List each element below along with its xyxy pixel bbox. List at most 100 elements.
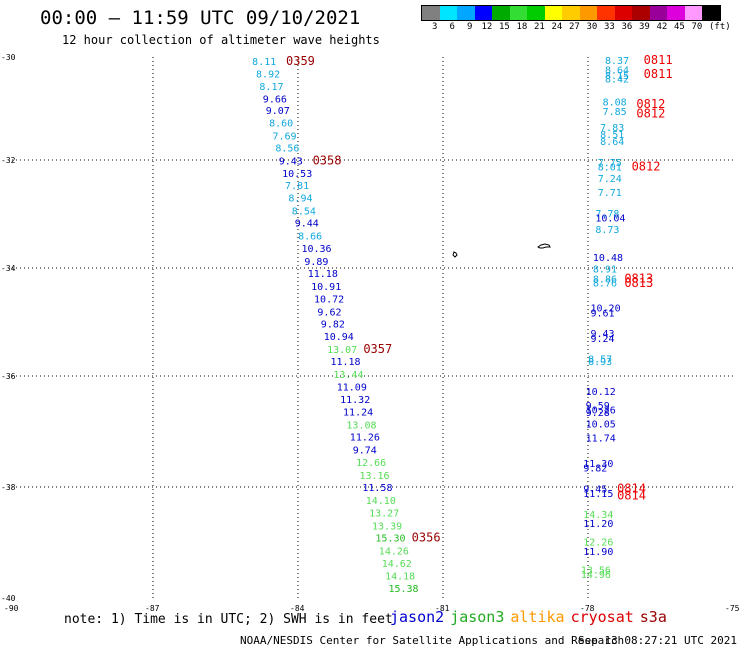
swh-value: 10.36 bbox=[301, 244, 331, 255]
swh-value: 9.66 bbox=[263, 95, 287, 106]
time-label: 0814 bbox=[617, 488, 646, 502]
coast-island-2 bbox=[537, 243, 551, 249]
swh-value: 13.39 bbox=[372, 521, 402, 532]
note-text: note: 1) Time is in UTC; 2) SWH is in fe… bbox=[64, 612, 393, 627]
legend-label: 15 bbox=[499, 22, 510, 32]
map-title: 00:00 – 11:59 UTC 09/10/2021 bbox=[40, 7, 361, 29]
swh-value: 9.82 bbox=[321, 320, 345, 331]
swh-value: 8.17 bbox=[259, 82, 283, 93]
map-grid bbox=[8, 57, 733, 598]
satellite-jason2: jason2 bbox=[390, 608, 445, 626]
swh-value: 13.08 bbox=[346, 420, 376, 431]
satellite-jason3: jason3 bbox=[450, 608, 505, 626]
legend-swatch bbox=[439, 6, 457, 20]
coastline bbox=[452, 243, 551, 258]
swh-value: 10.05 bbox=[586, 420, 616, 431]
swh-value: 9.44 bbox=[295, 219, 319, 230]
legend-label: 9 bbox=[467, 22, 473, 32]
swh-value: 13.56 bbox=[581, 565, 611, 576]
swh-value: 10.91 bbox=[311, 282, 341, 293]
swh-value: 10.53 bbox=[282, 169, 312, 180]
swh-value: 9.28 bbox=[586, 408, 610, 419]
time-label: 0359 bbox=[286, 54, 315, 68]
swh-value: 11.58 bbox=[362, 483, 392, 494]
legend-label: 6 bbox=[449, 22, 455, 32]
swh-value: 9.62 bbox=[317, 307, 341, 318]
lon-tick-label: -78 bbox=[580, 604, 595, 613]
swh-value: 10.26 bbox=[586, 406, 616, 417]
swh-value: 8.15 bbox=[605, 71, 629, 82]
swh-value: 14.26 bbox=[379, 546, 409, 557]
legend-swatch bbox=[649, 6, 667, 20]
swh-value: 10.04 bbox=[595, 213, 625, 224]
swh-value: 8.91 bbox=[593, 264, 617, 275]
swh-value: 12.66 bbox=[356, 458, 386, 469]
swh-value: 7.75 bbox=[598, 158, 622, 169]
swh-value: 13.16 bbox=[359, 471, 389, 482]
coast-island-1 bbox=[452, 251, 458, 258]
legend-swatch bbox=[667, 6, 685, 20]
legend-swatch bbox=[702, 6, 720, 20]
satellite-altika: altika bbox=[510, 608, 565, 626]
swh-value: 11.32 bbox=[340, 395, 370, 406]
time-label: 0812 bbox=[636, 106, 665, 120]
time-label: 0811 bbox=[644, 53, 673, 67]
legend-swatch bbox=[544, 6, 562, 20]
swh-value: 15.30 bbox=[375, 534, 405, 545]
west-track: 8.118.92 8.17 9.669.078.60 7.69 8.56 9.4310.5… bbox=[252, 54, 440, 595]
swh-value: 9.43 bbox=[591, 329, 615, 340]
swh-value: 9.43 bbox=[279, 157, 303, 168]
time-label: 0357 bbox=[363, 342, 392, 356]
swh-value: 14.34 bbox=[583, 510, 613, 521]
legend-label: 30 bbox=[586, 22, 598, 32]
swh-value: 8.66 bbox=[298, 232, 322, 243]
swh-value: 11.15 bbox=[583, 489, 613, 500]
swh-value: 10.12 bbox=[586, 387, 616, 398]
lat-tick-label: -38 bbox=[1, 483, 16, 492]
swh-value: 11.18 bbox=[330, 357, 360, 368]
swh-value: 11.20 bbox=[583, 519, 613, 530]
swh-value: 15.38 bbox=[388, 584, 418, 595]
legend-label: 27 bbox=[569, 22, 580, 32]
swh-value: 8.76 bbox=[593, 278, 617, 289]
swh-value: 7.83 bbox=[600, 123, 624, 134]
lat-tick-label: -32 bbox=[1, 156, 16, 165]
legend-label: 18 bbox=[516, 22, 528, 32]
legend-label: 45 bbox=[674, 22, 685, 32]
swh-value: 8.51 bbox=[600, 130, 624, 141]
legend-swatch bbox=[632, 6, 650, 20]
legend-label: 12 bbox=[481, 22, 493, 32]
swh-value: 8.54 bbox=[292, 206, 316, 217]
swh-value: 8.92 bbox=[256, 69, 280, 80]
legend-swatch bbox=[614, 6, 632, 20]
legend-label: 33 bbox=[604, 22, 615, 32]
legend-label: 3 bbox=[432, 22, 438, 32]
swh-value: 8.73 bbox=[595, 225, 619, 236]
swh-value: 11.18 bbox=[308, 269, 338, 280]
legend-swatch bbox=[422, 6, 440, 20]
swh-value: 10.94 bbox=[324, 332, 354, 343]
legend-swatch bbox=[597, 6, 615, 20]
swh-value: 8.01 bbox=[598, 163, 622, 174]
lon-tick-label: -81 bbox=[435, 604, 450, 613]
swh-value: 7.78 bbox=[595, 209, 619, 220]
axis-labels: -90 -87 -84 -81 -78 -75 -30 -32 -34 -36 -38 -40 bbox=[1, 53, 740, 613]
swh-value: 9.07 bbox=[266, 106, 290, 117]
swh-value: 8.60 bbox=[269, 118, 293, 129]
satellite-s3a: s3a bbox=[639, 608, 667, 626]
swh-value: 8.11 bbox=[252, 57, 276, 68]
lat-tick-label: -36 bbox=[1, 372, 16, 381]
legend-swatch bbox=[474, 6, 492, 20]
legend-label: 39 bbox=[639, 22, 650, 32]
swh-value: 9.24 bbox=[591, 334, 615, 345]
swh-value: 8.93 bbox=[588, 357, 612, 368]
swh-value: 14.10 bbox=[366, 496, 396, 507]
legend-swatch bbox=[562, 6, 580, 20]
satellite-cryosat: cryosat bbox=[570, 608, 634, 626]
swh-value: 9.59 bbox=[586, 401, 610, 412]
map-subtitle: 12 hour collection of altimeter wave hei… bbox=[62, 33, 380, 47]
swh-value: 13.07 bbox=[327, 345, 357, 356]
time-label: 0814 bbox=[617, 481, 646, 495]
swh-value: 14.96 bbox=[581, 570, 611, 581]
